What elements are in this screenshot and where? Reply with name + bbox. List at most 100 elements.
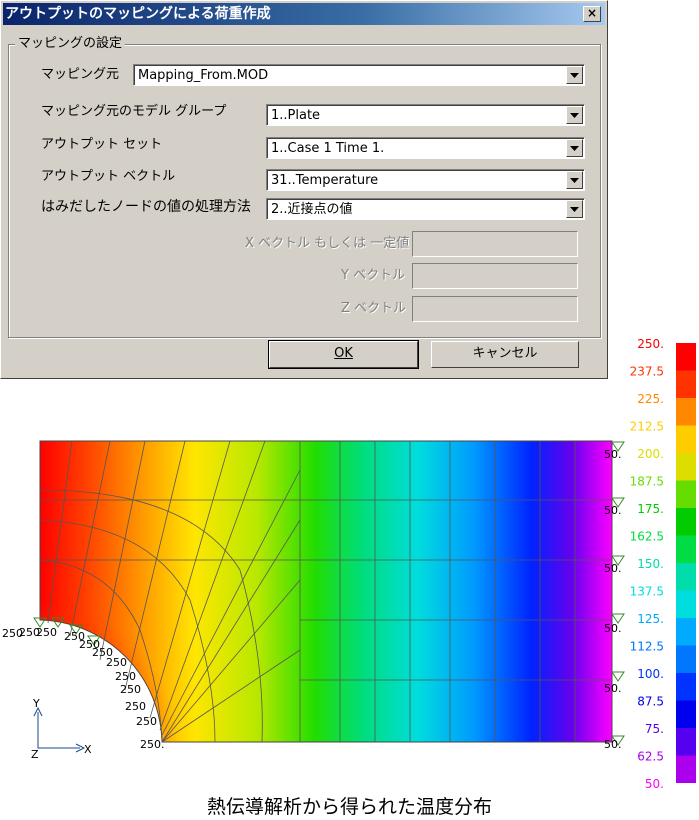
hole-hotspot (40, 441, 300, 742)
dialog-title: アウトプットのマッピングによる荷重作成 (5, 6, 271, 22)
chevron-down-icon (570, 146, 579, 151)
legend-value-label: 225. (637, 392, 664, 406)
legend-value-label: 62.5 (637, 750, 664, 764)
legend-color-swatch (676, 453, 696, 481)
group-label: マッピングの設定 (15, 36, 126, 52)
boundary-temperature-label: 50. (604, 504, 622, 517)
boundary-temperature-label: 50. (604, 562, 622, 575)
mapping-source-select[interactable]: Mapping_From.MOD (133, 64, 585, 86)
output-set-select[interactable]: 1..Case 1 Time 1. (266, 137, 585, 159)
output-vector-label: アウトプット ベクトル (41, 169, 176, 184)
mapping-source-dropdown-button[interactable] (566, 66, 583, 84)
y-vector-label: Y ベクトル (341, 268, 406, 283)
close-icon: × (586, 6, 598, 20)
legend-color-swatch (676, 343, 696, 371)
output-set-dropdown-button[interactable] (566, 139, 583, 157)
boundary-temperature-label: 250 (92, 646, 113, 659)
output-vector-dropdown-button[interactable] (566, 171, 583, 189)
legend-value-label: 250. (637, 337, 664, 351)
axis-z-label: Z (31, 748, 39, 761)
axis-y-label: Y (32, 697, 40, 710)
mapping-load-dialog: アウトプットのマッピングによる荷重作成 × マッピングの設定 マッピング元 Ma… (0, 0, 608, 379)
mapping-source-label: マッピング元 (41, 67, 120, 82)
close-button[interactable]: × (583, 6, 601, 22)
legend-color-swatch (676, 645, 696, 673)
legend-color-swatch (676, 563, 696, 591)
mapping-settings-group (8, 44, 601, 338)
legend-color-swatch (676, 480, 696, 508)
x-vector-input[interactable] (412, 231, 578, 257)
legend-value-label: 150. (637, 557, 664, 571)
boundary-right-labels: 50. 50. 50. 50. 50. 50. (604, 448, 622, 751)
boundary-temperature-label: 250 (106, 656, 127, 669)
output-set-label: アウトプット セット (41, 137, 163, 152)
finite-element-mesh (39, 440, 612, 743)
boundary-temperature-label: 250 (19, 626, 40, 639)
ok-label: OK (334, 346, 353, 361)
boundary-temperature-label: 250 (125, 700, 146, 713)
legend-value-label: 237.5 (630, 365, 664, 379)
boundary-temperature-label: 50. (604, 448, 622, 461)
y-vector-input[interactable] (412, 263, 578, 289)
legend-value-label: 212.5 (630, 420, 664, 434)
legend-value-label: 200. (637, 447, 664, 461)
legend-color-swatch (676, 425, 696, 453)
legend-color-swatch (676, 728, 696, 756)
legend-value-label: 75. (645, 722, 664, 736)
model-group-value: 1..Plate (271, 108, 321, 123)
x-vector-label: X ベクトル もしくは 一定値 (245, 236, 410, 251)
z-vector-label: Z ベクトル (341, 301, 407, 316)
legend-value-label: 175. (637, 502, 664, 516)
legend-value-label: 87.5 (637, 695, 664, 709)
right-constraints (611, 441, 625, 746)
legend-value-label: 137.5 (630, 585, 664, 599)
outside-nodes-select[interactable]: 2..近接点の値 (266, 198, 585, 220)
legend-value-label: 125. (637, 612, 664, 626)
chevron-down-icon (570, 113, 579, 118)
boundary-temperature-label: 250 (120, 683, 141, 696)
output-vector-select[interactable]: 31..Temperature (266, 169, 585, 191)
model-group-select[interactable]: 1..Plate (266, 104, 585, 126)
boundary-temperature-label: 250 (79, 638, 100, 651)
output-set-value: 1..Case 1 Time 1. (271, 141, 385, 156)
legend-color-swatch (676, 535, 696, 563)
boundary-temperature-label: 250 (2, 627, 23, 640)
legend-color-swatch (676, 590, 696, 618)
boundary-temperature-label: 250 (115, 670, 136, 683)
legend-value-label: 162.5 (630, 530, 664, 544)
model-group-label: マッピング元のモデル グループ (41, 104, 227, 119)
chevron-down-icon (570, 73, 579, 78)
axis-x-label: X (84, 743, 92, 756)
boundary-temperature-label: 250 (36, 626, 57, 639)
figure-caption: 熱伝導解析から得られた温度分布 (206, 796, 492, 818)
cancel-button[interactable]: キャンセル (431, 341, 579, 368)
outside-nodes-dropdown-button[interactable] (566, 200, 583, 218)
legend-color-swatch (676, 673, 696, 701)
dialog-title-bar[interactable]: アウトプットのマッピングによる荷重作成 × (3, 3, 605, 25)
z-vector-input[interactable] (412, 296, 578, 322)
legend-color-swatch (676, 370, 696, 398)
legend-color-swatch (676, 398, 696, 426)
mapping-source-value: Mapping_From.MOD (138, 68, 269, 83)
chevron-down-icon (570, 178, 579, 183)
boundary-temperature-label: 250 (136, 715, 157, 728)
ok-button[interactable]: OK (268, 340, 419, 369)
boundary-temperature-label: 250. (140, 738, 165, 751)
legend-value-label: 100. (637, 667, 664, 681)
model-group-dropdown-button[interactable] (566, 106, 583, 124)
legend-value-label: 187.5 (630, 475, 664, 489)
legend-color-swatch (676, 508, 696, 536)
axis-triad (33, 706, 86, 753)
legend-color-swatch (676, 755, 696, 783)
outside-nodes-value: 2..近接点の値 (271, 202, 353, 217)
output-vector-value: 31..Temperature (271, 173, 379, 188)
legend-color-swatch (676, 618, 696, 646)
boundary-temperature-label: 50. (604, 622, 622, 635)
legend-value-label: 112.5 (630, 640, 664, 654)
color-legend: 250. 237.5 225. 212.5 200. 187.5 175. 162.5 150.… (630, 337, 696, 791)
left-constraints (33, 617, 101, 646)
legend-value-label: 50. (645, 777, 664, 791)
chevron-down-icon (570, 207, 579, 212)
boundary-temperature-label: 250 (64, 630, 85, 643)
